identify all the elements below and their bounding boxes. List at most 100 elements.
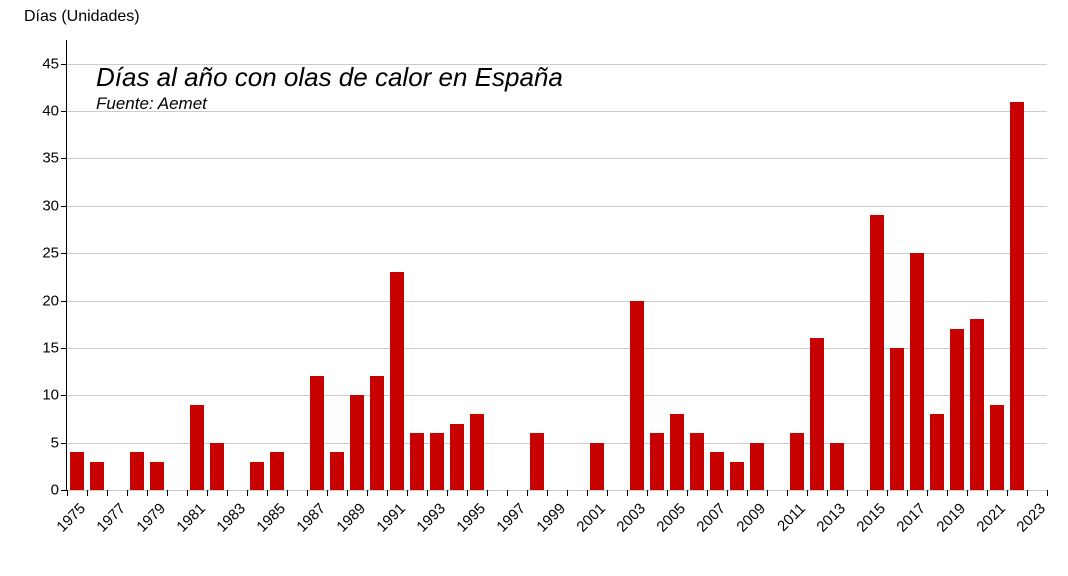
x-tick-label: 2019 xyxy=(933,500,969,536)
x-tick-label: 1985 xyxy=(253,500,289,536)
y-tick-label: 25 xyxy=(31,245,59,262)
x-tick-label: 2007 xyxy=(693,500,729,536)
x-tick-mark xyxy=(527,490,528,496)
bar xyxy=(130,452,144,490)
x-tick-mark xyxy=(1027,490,1028,496)
bar xyxy=(250,462,264,490)
y-tick-mark xyxy=(61,64,67,65)
bar xyxy=(690,433,704,490)
bar xyxy=(830,443,844,490)
bar xyxy=(1010,102,1024,490)
x-tick-label: 1993 xyxy=(413,500,449,536)
x-tick-mark xyxy=(907,490,908,496)
x-tick-label: 1995 xyxy=(453,500,489,536)
y-tick-label: 20 xyxy=(31,292,59,309)
bar xyxy=(870,215,884,490)
bar xyxy=(270,452,284,490)
x-tick-mark xyxy=(147,490,148,496)
y-tick-label: 45 xyxy=(31,55,59,72)
x-tick-mark xyxy=(847,490,848,496)
x-tick-mark xyxy=(207,490,208,496)
bar xyxy=(70,452,84,490)
x-tick-mark xyxy=(1047,490,1048,496)
x-tick-label: 1979 xyxy=(133,500,169,536)
x-tick-mark xyxy=(927,490,928,496)
plot-area: 0510152025303540451975197719791981198319… xyxy=(66,40,1047,491)
x-tick-label: 2001 xyxy=(573,500,609,536)
bar xyxy=(750,443,764,490)
bar xyxy=(910,253,924,490)
x-tick-mark xyxy=(347,490,348,496)
x-tick-mark xyxy=(1007,490,1008,496)
bar xyxy=(950,329,964,490)
x-tick-mark xyxy=(887,490,888,496)
x-tick-mark xyxy=(307,490,308,496)
bar xyxy=(990,405,1004,490)
bar xyxy=(190,405,204,490)
x-tick-mark xyxy=(267,490,268,496)
x-tick-mark xyxy=(727,490,728,496)
x-tick-mark xyxy=(167,490,168,496)
x-tick-mark xyxy=(567,490,568,496)
x-tick-mark xyxy=(827,490,828,496)
x-tick-mark xyxy=(807,490,808,496)
x-tick-label: 2005 xyxy=(653,500,689,536)
x-tick-label: 2021 xyxy=(973,500,1009,536)
x-tick-mark xyxy=(487,490,488,496)
y-tick-mark xyxy=(61,443,67,444)
gridline xyxy=(67,253,1047,254)
x-tick-label: 2017 xyxy=(893,500,929,536)
x-tick-label: 2009 xyxy=(733,500,769,536)
x-tick-mark xyxy=(427,490,428,496)
x-tick-label: 1991 xyxy=(373,500,409,536)
gridline xyxy=(67,111,1047,112)
bar xyxy=(810,338,824,490)
bar xyxy=(310,376,324,490)
bar xyxy=(390,272,404,490)
y-tick-label: 10 xyxy=(31,387,59,404)
bar xyxy=(590,443,604,490)
bar xyxy=(790,433,804,490)
x-tick-label: 1999 xyxy=(533,500,569,536)
x-tick-label: 1981 xyxy=(173,500,209,536)
bar xyxy=(630,301,644,490)
x-tick-mark xyxy=(707,490,708,496)
bar xyxy=(970,319,984,490)
bar xyxy=(670,414,684,490)
y-tick-label: 5 xyxy=(31,434,59,451)
x-tick-mark xyxy=(367,490,368,496)
x-tick-mark xyxy=(687,490,688,496)
bar xyxy=(330,452,344,490)
y-tick-label: 0 xyxy=(31,482,59,499)
gridline xyxy=(67,490,1047,491)
y-tick-mark xyxy=(61,301,67,302)
chart-title: Días al año con olas de calor en España xyxy=(96,62,563,93)
bar xyxy=(210,443,224,490)
bar xyxy=(430,433,444,490)
x-tick-mark xyxy=(67,490,68,496)
x-tick-mark xyxy=(287,490,288,496)
y-tick-mark xyxy=(61,158,67,159)
y-tick-label: 30 xyxy=(31,197,59,214)
bar xyxy=(90,462,104,490)
x-tick-mark xyxy=(387,490,388,496)
x-tick-mark xyxy=(767,490,768,496)
gridline xyxy=(67,301,1047,302)
bar xyxy=(470,414,484,490)
bar xyxy=(650,433,664,490)
x-tick-label: 1975 xyxy=(53,500,89,536)
x-tick-mark xyxy=(327,490,328,496)
x-tick-mark xyxy=(227,490,228,496)
x-tick-label: 2013 xyxy=(813,500,849,536)
x-tick-mark xyxy=(967,490,968,496)
bar xyxy=(710,452,724,490)
y-tick-mark xyxy=(61,348,67,349)
x-tick-label: 1997 xyxy=(493,500,529,536)
bar xyxy=(930,414,944,490)
heatwave-chart: Días (Unidades) 051015202530354045197519… xyxy=(0,0,1068,576)
x-tick-mark xyxy=(747,490,748,496)
gridline xyxy=(67,158,1047,159)
y-tick-mark xyxy=(61,395,67,396)
x-tick-mark xyxy=(507,490,508,496)
x-tick-mark xyxy=(867,490,868,496)
